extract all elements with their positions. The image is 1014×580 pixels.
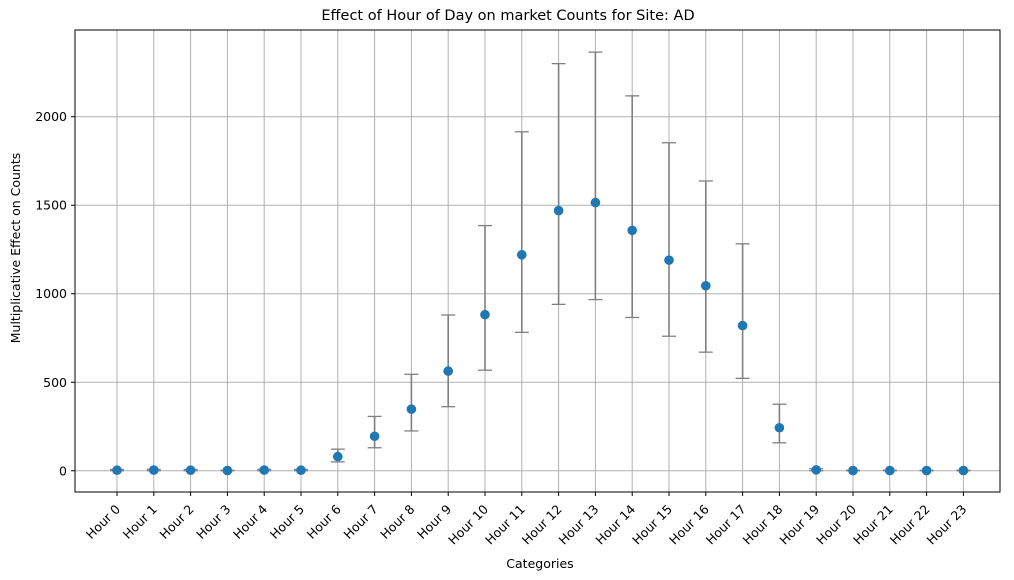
data-point bbox=[921, 465, 932, 476]
x-tick-label: Hour 11 bbox=[482, 502, 528, 548]
data-point bbox=[774, 422, 785, 433]
plot-area bbox=[74, 29, 1001, 493]
data-point bbox=[848, 465, 858, 476]
data-point bbox=[185, 465, 196, 476]
data-point bbox=[112, 465, 122, 476]
x-axis-label: Categories bbox=[506, 556, 573, 571]
data-point bbox=[553, 205, 564, 216]
x-tick-label: Hour 3 bbox=[193, 502, 233, 542]
x-tick-label: Hour 18 bbox=[740, 501, 786, 547]
data-point bbox=[701, 280, 711, 291]
x-tick-label: Hour 5 bbox=[267, 502, 307, 542]
x-tick-label: Hour 23 bbox=[924, 502, 970, 548]
x-tick-label: Hour 1 bbox=[120, 502, 160, 542]
data-point bbox=[480, 309, 490, 320]
y-tick-label: 1500 bbox=[35, 198, 67, 213]
x-tick-label: Hour 22 bbox=[887, 502, 933, 548]
data-point bbox=[222, 465, 233, 476]
data-point bbox=[737, 320, 748, 331]
data-point bbox=[590, 197, 601, 208]
x-tick-label: Hour 19 bbox=[776, 501, 822, 547]
error-bars bbox=[110, 51, 971, 472]
y-tick-label: 500 bbox=[43, 375, 67, 390]
data-point bbox=[296, 465, 306, 476]
data-point bbox=[627, 225, 637, 236]
x-tick-label: Hour 0 bbox=[83, 501, 123, 541]
data-point bbox=[958, 465, 969, 476]
x-tick-label: Hour 13 bbox=[556, 502, 602, 548]
x-tick-label: Hour 17 bbox=[703, 502, 749, 548]
data-point bbox=[517, 250, 527, 260]
x-tick-label: Hour 14 bbox=[592, 501, 638, 547]
x-tick-label: Hour 7 bbox=[340, 502, 380, 542]
y-axis-label: Multiplicative Effect on Counts bbox=[8, 153, 23, 344]
data-point bbox=[369, 431, 380, 442]
data-point bbox=[811, 465, 821, 475]
x-tick-label: Hour 15 bbox=[629, 502, 675, 548]
grid bbox=[75, 30, 1000, 492]
x-tick-label: Hour 8 bbox=[377, 501, 417, 541]
data-point bbox=[333, 451, 343, 462]
data-point bbox=[443, 366, 454, 376]
x-tick-label: Hour 10 bbox=[445, 501, 491, 547]
x-tick-label: Hour 16 bbox=[666, 501, 712, 547]
x-tick-label: Hour 6 bbox=[304, 501, 344, 541]
x-tick-label: Hour 21 bbox=[850, 502, 896, 548]
data-points bbox=[112, 197, 969, 476]
data-point bbox=[885, 465, 895, 476]
data-point bbox=[406, 404, 417, 414]
x-tick-label: Hour 4 bbox=[230, 501, 270, 541]
y-tick-label: 2000 bbox=[35, 109, 67, 124]
x-tick-label: Hour 20 bbox=[813, 501, 859, 547]
data-point bbox=[259, 465, 270, 475]
data-point bbox=[664, 255, 674, 265]
x-tick-label: Hour 12 bbox=[519, 502, 565, 548]
x-tick-label: Hour 2 bbox=[156, 502, 196, 542]
data-point bbox=[149, 465, 159, 475]
y-tick-label: 0 bbox=[59, 463, 67, 478]
y-tick-label: 1000 bbox=[35, 286, 67, 301]
chart-title: Effect of Hour of Day on market Counts f… bbox=[321, 8, 694, 24]
